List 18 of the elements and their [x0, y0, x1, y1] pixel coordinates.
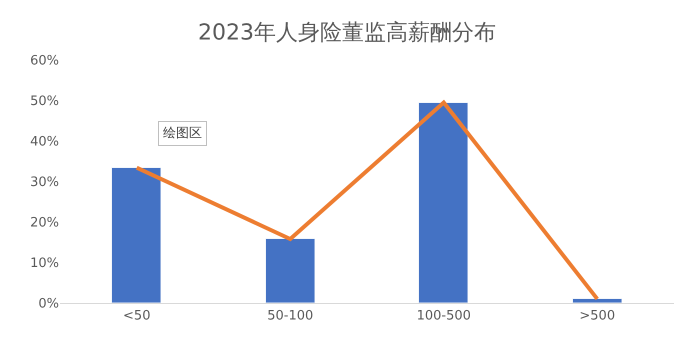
y-tick-label: 50%	[30, 94, 59, 110]
x-tick-label: 100-500	[416, 308, 471, 324]
y-tick-label: 40%	[30, 134, 59, 150]
y-tick-label: 60%	[30, 54, 59, 69]
bar	[572, 298, 622, 303]
bar	[418, 102, 468, 303]
annotation: 绘图区	[163, 126, 202, 141]
chart-title: 2023年人身险董监高薪酬分布	[198, 20, 496, 46]
bar	[112, 168, 161, 303]
y-tick-label: 20%	[30, 216, 59, 231]
y-tick-label: 30%	[30, 175, 59, 190]
y-tick-label: 0%	[38, 296, 59, 312]
line-series	[134, 100, 600, 301]
bar	[266, 238, 315, 303]
y-tick-label: 10%	[30, 256, 59, 272]
x-tick-label: <50	[123, 308, 150, 324]
x-tick-label: 50-100	[267, 308, 314, 324]
x-tick-label: >500	[579, 308, 616, 324]
